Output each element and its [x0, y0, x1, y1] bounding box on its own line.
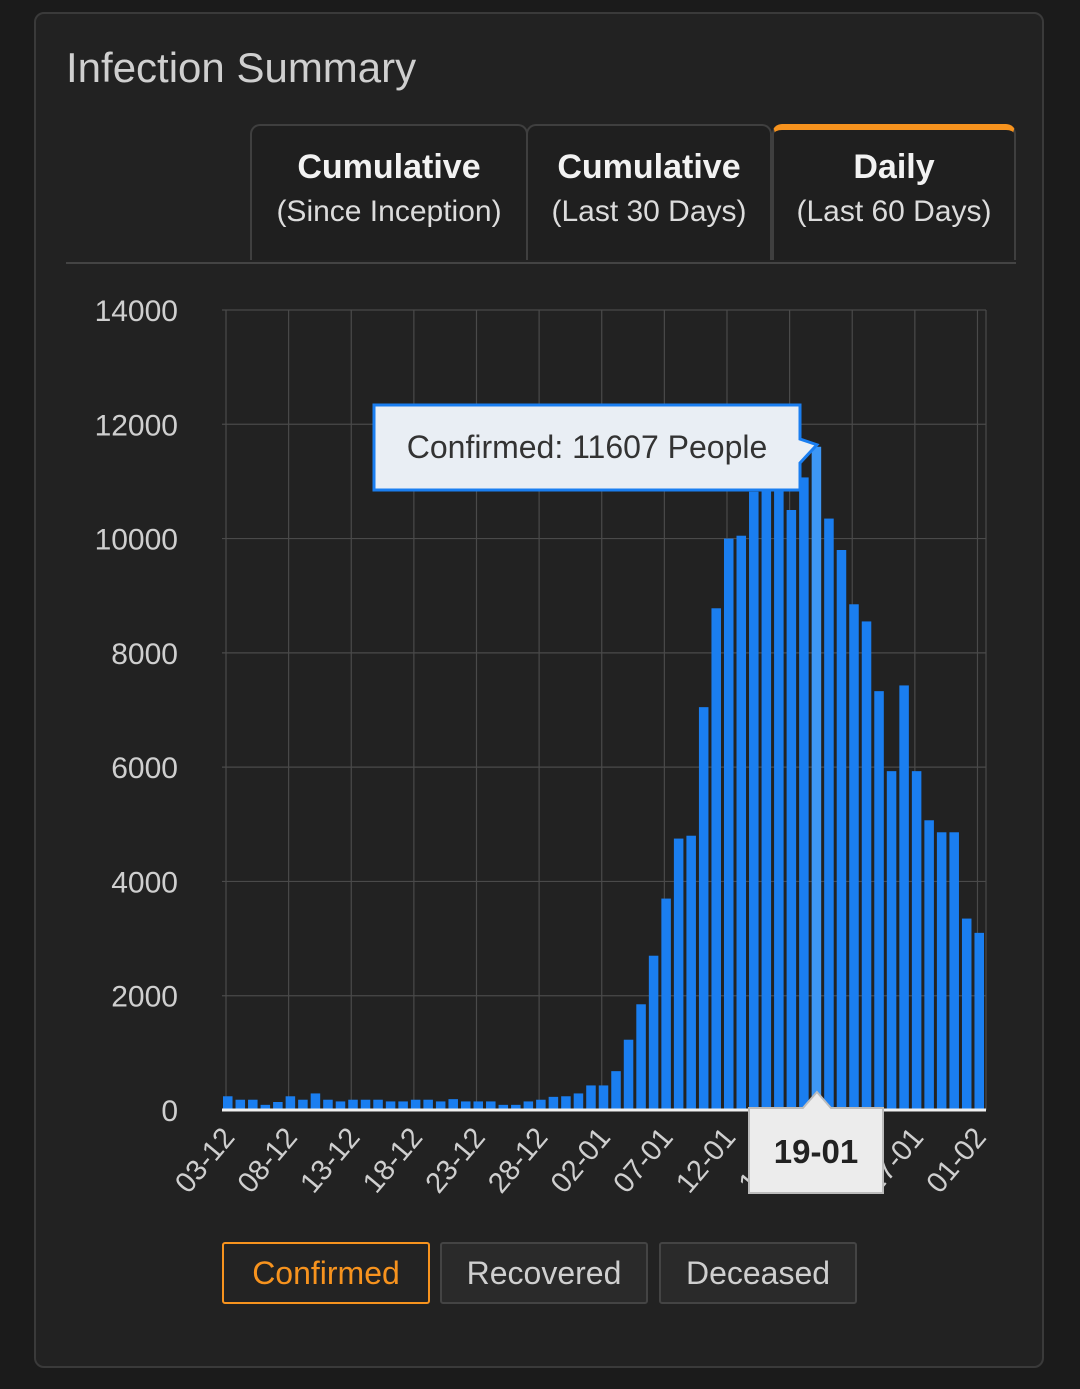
y-tick-label: 6000 — [111, 752, 178, 785]
bar — [811, 446, 822, 1110]
bar — [561, 1096, 571, 1110]
confirmed-button[interactable]: Confirmed — [222, 1242, 430, 1304]
bar — [761, 471, 772, 1111]
bar — [974, 932, 984, 1110]
bar — [849, 604, 859, 1110]
bar — [536, 1099, 546, 1110]
bar — [460, 1101, 471, 1110]
bar — [285, 1096, 296, 1110]
bar — [511, 1104, 521, 1110]
x-crosshair-label: 19-01 — [774, 1133, 858, 1170]
bar — [410, 1099, 421, 1110]
tab-daily-last-60-days[interactable]: Daily (Last 60 Days) — [772, 124, 1016, 260]
bar — [586, 1085, 596, 1110]
bar — [774, 484, 784, 1110]
bar — [686, 835, 696, 1110]
bar — [486, 1101, 496, 1110]
bar — [248, 1099, 258, 1110]
bar — [423, 1099, 433, 1110]
x-tick-label: 18-12 — [357, 1122, 429, 1199]
recovered-button[interactable]: Recovered — [440, 1242, 648, 1304]
bar — [260, 1104, 271, 1110]
bar — [373, 1099, 383, 1110]
bar — [949, 832, 959, 1110]
bar — [298, 1099, 308, 1110]
bar — [398, 1101, 408, 1110]
infection-summary-card: Infection Summary Cumulative (Since Ince… — [34, 12, 1044, 1368]
tab-subtitle: (Last 30 Days) — [551, 195, 747, 228]
bar — [598, 1085, 609, 1110]
x-tick-label: 01-02 — [921, 1122, 993, 1199]
bar — [736, 535, 747, 1110]
bar — [911, 771, 922, 1110]
bar — [435, 1101, 446, 1110]
tab-title: Daily — [853, 148, 935, 186]
tab-cumulative-last-30-days[interactable]: Cumulative (Last 30 Days) — [526, 124, 772, 260]
bar — [874, 691, 884, 1110]
tab-title: Cumulative — [297, 148, 481, 186]
bar — [611, 1071, 621, 1110]
bar — [786, 510, 797, 1110]
bar — [473, 1101, 484, 1110]
bar — [673, 838, 684, 1110]
bar — [861, 621, 872, 1110]
bar — [323, 1099, 333, 1110]
bar — [498, 1104, 509, 1110]
bar — [836, 550, 847, 1110]
y-tick-label: 4000 — [111, 866, 178, 899]
x-tick-label: 08-12 — [232, 1122, 304, 1199]
bar — [648, 955, 659, 1110]
bar — [711, 608, 721, 1110]
bar — [886, 771, 897, 1110]
x-tick-label: 28-12 — [482, 1122, 554, 1199]
y-tick-label: 12000 — [95, 409, 178, 442]
bar — [548, 1096, 559, 1110]
bar — [723, 538, 734, 1110]
x-tick-label: 03-12 — [169, 1122, 241, 1199]
x-tick-label: 23-12 — [420, 1122, 492, 1199]
bar — [448, 1099, 458, 1110]
bar — [749, 491, 759, 1110]
y-tick-label: 10000 — [95, 524, 178, 557]
bar — [661, 898, 671, 1110]
x-tick-label: 07-01 — [608, 1122, 680, 1199]
bar — [573, 1093, 584, 1110]
x-tick-label: 12-01 — [670, 1122, 742, 1199]
y-tick-label: 2000 — [111, 981, 178, 1014]
tab-subtitle: (Last 60 Days) — [796, 195, 992, 228]
y-tick-label: 0 — [161, 1095, 178, 1128]
x-tick-label: 02-01 — [545, 1122, 617, 1199]
bar — [335, 1101, 346, 1110]
x-crosshair-label-box — [748, 1090, 884, 1194]
bar — [223, 1096, 233, 1110]
bar — [824, 518, 834, 1110]
bar — [698, 707, 709, 1110]
bar — [936, 832, 947, 1110]
bar — [235, 1099, 246, 1110]
bar — [348, 1099, 358, 1110]
bar — [799, 477, 809, 1110]
tab-title: Cumulative — [557, 148, 741, 186]
x-tick-label: 13-12 — [294, 1122, 366, 1199]
card-title: Infection Summary — [66, 44, 417, 91]
period-tabs: Cumulative (Since Inception) Cumulative … — [66, 122, 1016, 264]
deceased-button[interactable]: Deceased — [659, 1242, 857, 1304]
bar — [360, 1099, 371, 1110]
tooltip-box — [372, 403, 820, 492]
bar — [899, 685, 909, 1110]
bar — [961, 918, 972, 1110]
bar — [636, 1004, 646, 1110]
bar — [523, 1101, 534, 1110]
y-tick-label: 8000 — [111, 638, 178, 671]
bar — [385, 1101, 396, 1110]
tooltip-text: Confirmed: 11607 People — [407, 429, 768, 465]
bar — [924, 820, 934, 1110]
bar — [273, 1102, 283, 1110]
y-tick-label: 14000 — [95, 295, 178, 328]
bar — [310, 1093, 321, 1110]
bar — [623, 1039, 634, 1110]
tab-subtitle: (Since Inception) — [276, 195, 502, 228]
